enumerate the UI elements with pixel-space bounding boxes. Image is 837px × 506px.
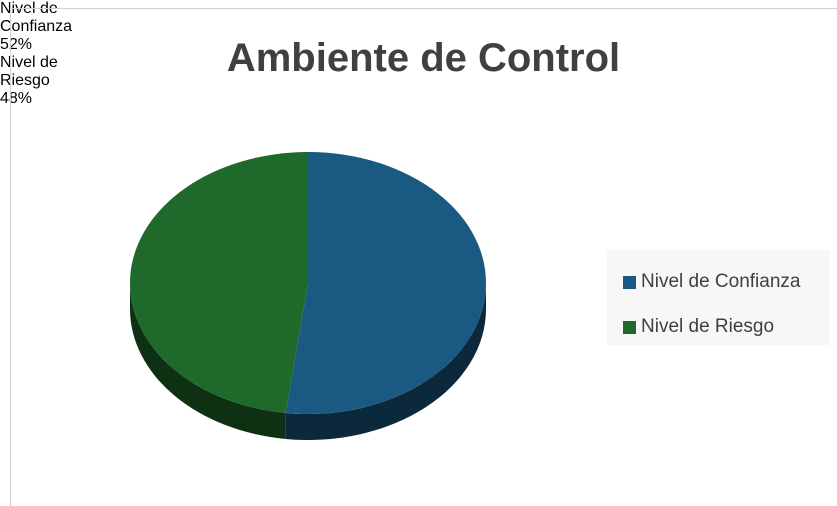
pie-side: [285, 283, 486, 441]
legend-swatch: [623, 275, 636, 289]
legend-label: Nivel de Confianza: [641, 271, 801, 292]
legend-swatch: [623, 320, 636, 334]
chart-frame: [10, 8, 837, 506]
data-label: Nivel de Riesgo 48%: [0, 54, 88, 108]
legend-label: Nivel de Riesgo: [641, 316, 775, 337]
legend-entry: Nivel de Confianza: [623, 271, 800, 293]
data-label-value: 48%: [0, 90, 33, 107]
data-label-value: 52%: [0, 36, 33, 53]
chart-title: Ambiente de Control: [226, 36, 621, 80]
legend: Nivel de Confianza Nivel de Riesgo: [607, 250, 830, 345]
pie-slice: [129, 152, 308, 413]
data-label-category: Nivel de Riesgo: [0, 54, 58, 89]
legend-entry: Nivel de Riesgo: [623, 316, 774, 338]
pie-side: [130, 283, 286, 439]
pie-slice: [285, 152, 486, 414]
